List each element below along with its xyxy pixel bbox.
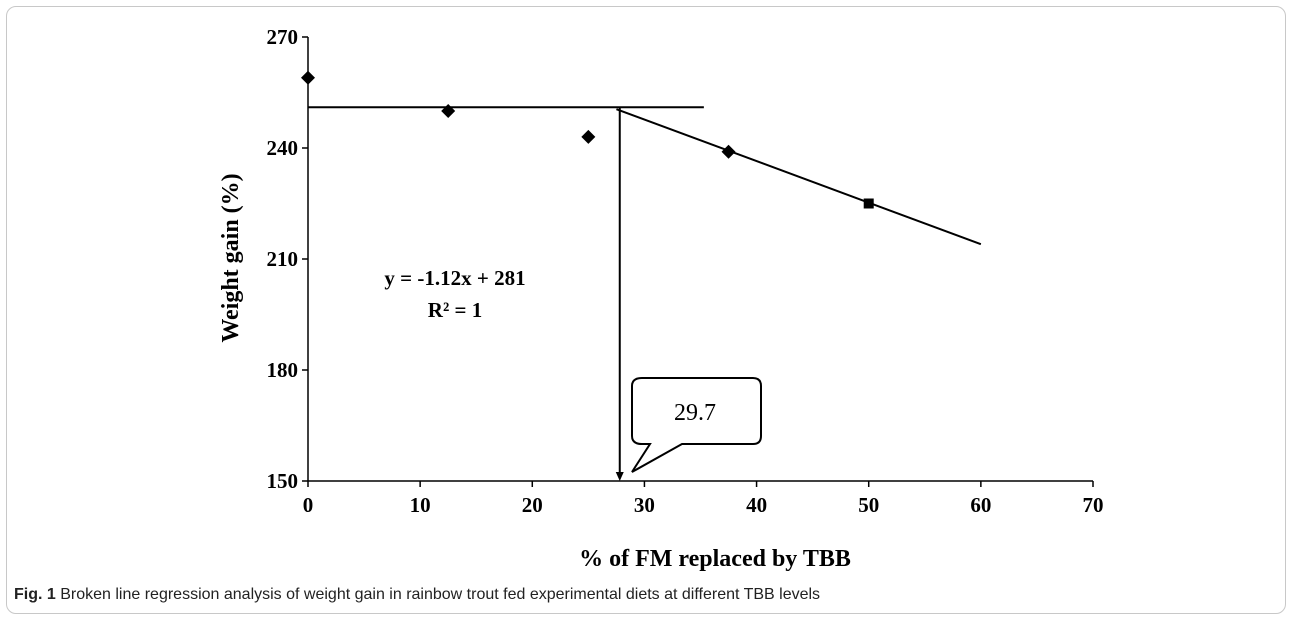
callout-value: 29.7 xyxy=(674,400,716,426)
y-tick-label: 180 xyxy=(267,358,299,382)
x-tick-label: 50 xyxy=(858,493,879,517)
y-axis-title: Weight gain (%) xyxy=(218,173,244,342)
x-tick-label: 40 xyxy=(746,493,767,517)
data-point-square xyxy=(863,198,874,209)
x-axis-title: % of FM replaced by TBB xyxy=(579,546,851,572)
data-point-diamond xyxy=(301,70,315,85)
callout-bubble xyxy=(631,377,762,473)
x-tick-label: 30 xyxy=(634,493,655,517)
x-tick-label: 20 xyxy=(522,493,543,517)
x-tick-label: 0 xyxy=(303,493,314,517)
caption-label: Fig. 1 xyxy=(14,586,56,603)
y-tick-label: 240 xyxy=(267,136,299,160)
data-point-diamond xyxy=(441,104,456,118)
ticks: 0 10 20 30 40 50 60 70 150 180 210 240 270 xyxy=(267,25,1104,517)
y-tick-label: 150 xyxy=(267,469,299,493)
data-points xyxy=(301,70,874,209)
equation-label: y = -1.12x + 281 xyxy=(384,266,525,290)
figure-caption: Fig. 1 Broken line regression analysis o… xyxy=(14,586,1274,604)
regression-line xyxy=(616,108,982,246)
y-tick-label: 210 xyxy=(267,247,299,271)
x-tick-label: 10 xyxy=(410,493,431,517)
x-tick-label: 70 xyxy=(1083,493,1104,517)
fit-lines xyxy=(308,106,982,481)
breakpoint-arrow-head xyxy=(615,472,624,481)
x-tick-label: 60 xyxy=(970,493,991,517)
breakpoint-callout: 29.7 xyxy=(631,377,762,473)
data-point-diamond xyxy=(721,144,736,159)
chart: 0 10 20 30 40 50 60 70 150 180 210 240 270 y = -1.12… xyxy=(218,25,1104,572)
data-point-diamond xyxy=(581,129,596,144)
r-squared-label: R² = 1 xyxy=(428,298,482,322)
caption-text: Broken line regression analysis of weigh… xyxy=(60,586,821,603)
figure-frame xyxy=(6,6,1286,614)
y-tick-label: 270 xyxy=(267,25,299,49)
